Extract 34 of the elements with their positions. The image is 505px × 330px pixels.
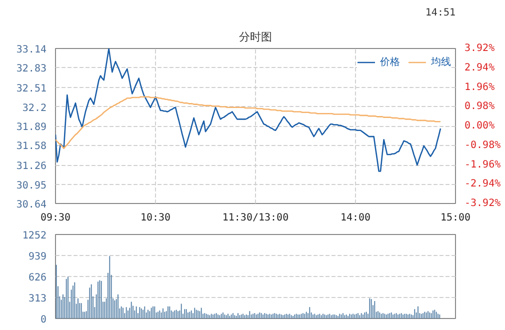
- y-tick-label: 31.89: [16, 122, 47, 133]
- y-tick-label: 626: [28, 272, 46, 284]
- x-tick-label: 10:30: [140, 212, 171, 224]
- y-tick-label: 31.26: [16, 161, 47, 172]
- x-tick-label: 09:30: [40, 212, 71, 224]
- y-tick-label: 33.14: [16, 44, 47, 56]
- y-tick-label: 30.95: [16, 180, 47, 192]
- y-tick-label: 0: [40, 314, 47, 326]
- legend-label: 价格: [380, 56, 400, 69]
- y-tick-label: 313: [28, 294, 46, 304]
- y2-tick-label: 3.92%: [464, 43, 495, 54]
- y2-tick-label: -1.96%: [464, 159, 501, 170]
- line-series: [56, 96, 442, 149]
- chart-title: 分时图: [239, 30, 272, 44]
- y2-tick-label: 1.96%: [464, 82, 495, 93]
- y-tick-label: 32.83: [16, 64, 47, 75]
- x-tick-label: 11:30/13:00: [222, 212, 289, 224]
- y2-tick-label: 0.00%: [464, 120, 495, 132]
- x-tick-label: 14:00: [340, 212, 371, 224]
- y-tick-label: 31.58: [16, 141, 47, 152]
- y-tick-label: 30.64: [16, 200, 47, 210]
- y2-tick-label: 0.98%: [464, 101, 495, 112]
- y2-tick-label: -3.92%: [464, 198, 501, 209]
- legend-label: 均线: [431, 56, 451, 69]
- y2-tick-label: -2.94%: [464, 178, 501, 190]
- x-tick-label: 15:00: [440, 212, 471, 224]
- text: 14:51: [425, 8, 456, 18]
- y-tick-label: 1252: [22, 230, 47, 242]
- y-tick-label: 32.2: [22, 102, 47, 114]
- line-series: [56, 48, 442, 172]
- y-tick-label: 939: [28, 252, 46, 262]
- y2-tick-label: 2.94%: [464, 62, 495, 74]
- y-tick-label: 32.51: [16, 84, 47, 95]
- y2-tick-label: -0.98%: [464, 140, 501, 151]
